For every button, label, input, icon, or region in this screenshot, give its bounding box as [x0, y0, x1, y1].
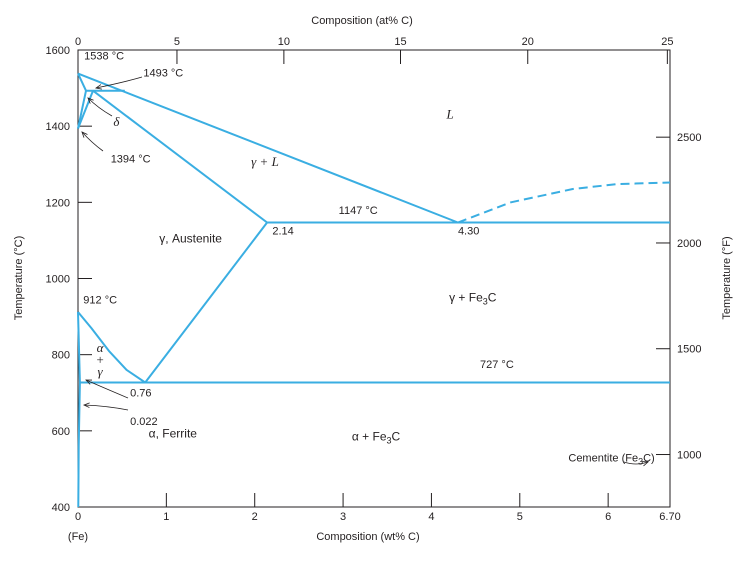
leader-cementite: [623, 461, 649, 465]
region-label: α + Fe3C: [352, 429, 401, 445]
top-tick-label: 10: [278, 36, 290, 48]
bottom-tick-label: 0: [75, 511, 81, 523]
alpha-gamma-label: α: [97, 340, 105, 355]
region-label: γ, Austenite: [159, 231, 222, 245]
right-axis-title: Temperature (°F): [721, 236, 733, 319]
phase-boundary: [92, 89, 268, 224]
region-label: L: [445, 107, 453, 122]
leader-1493: [95, 76, 143, 89]
annotation-label: 727 °C: [480, 359, 514, 371]
region-label: α, Ferrite: [149, 427, 198, 441]
region-label: γ + L: [251, 154, 279, 169]
left-tick-label: 1200: [46, 197, 70, 209]
top-tick-label: 20: [522, 36, 534, 48]
region-label: γ + Fe3C: [449, 290, 497, 306]
left-tick-label: 400: [52, 502, 70, 514]
right-tick-label: 1000: [677, 450, 701, 462]
top-tick-label: 25: [661, 36, 673, 48]
region-label-rest: C: [392, 429, 401, 443]
phase-boundary: [77, 72, 459, 224]
alpha-gamma-label: γ: [97, 364, 103, 379]
top-tick-label: 5: [174, 36, 180, 48]
bottom-tick-label: 4: [428, 511, 434, 523]
leader-1394: [81, 131, 104, 152]
leader-076: [85, 379, 129, 399]
phase-boundary: [77, 311, 146, 384]
leader-cementite-head: [641, 461, 649, 467]
alpha-gamma-label: +: [96, 352, 105, 367]
annotation-label: 2.14: [272, 226, 293, 238]
annotation-label: Cementite (Fe3C): [568, 452, 654, 466]
annotation-label: 4.30: [458, 226, 479, 238]
phase-boundary: [77, 311, 81, 383]
left-tick-label: 1400: [46, 121, 70, 133]
phase-boundary: [77, 90, 87, 129]
leader-076-head: [85, 379, 93, 385]
right-tick-label: 2500: [677, 132, 701, 144]
annotation-label: 1394 °C: [111, 153, 151, 165]
phase-boundary: [77, 90, 94, 129]
top-axis-title: Composition (at% C): [311, 15, 412, 27]
leader-1394-head: [81, 131, 88, 138]
bottom-tick-label: 3: [340, 511, 346, 523]
phase-boundary-dashed: [457, 181, 671, 224]
bottom-tick-label: 6: [605, 511, 611, 523]
bottom-iron-label: (Fe): [68, 531, 88, 543]
subscript: 3: [387, 435, 392, 445]
leader-0022: [83, 404, 129, 411]
annotation-label: 1493 °C: [143, 68, 183, 80]
bottom-tick-label: 6.70: [659, 511, 680, 523]
annotation-rest: C): [643, 452, 655, 464]
leader-delta-head: [87, 97, 94, 104]
bottom-tick-label: 5: [517, 511, 523, 523]
top-tick-label: 15: [394, 36, 406, 48]
bottom-axis-title: Composition (wt% C): [316, 531, 419, 543]
left-tick-label: 1600: [46, 45, 70, 57]
right-tick-label: 1500: [677, 344, 701, 356]
leader-delta: [87, 97, 113, 117]
left-axis-title: Temperature (°C): [13, 236, 25, 320]
annotation-label: δ: [113, 114, 120, 129]
subscript: 3: [638, 456, 643, 466]
leader-0022-head: [82, 402, 90, 408]
subscript: 3: [483, 296, 488, 306]
annotation-label: 912 °C: [83, 294, 117, 306]
left-tick-label: 1000: [46, 274, 70, 286]
annotation-label: 1538 °C: [84, 51, 124, 63]
bottom-tick-label: 1: [163, 511, 169, 523]
region-label-rest: C: [488, 290, 497, 304]
annotation-label: 0.022: [130, 416, 158, 428]
phase-boundary: [144, 221, 268, 384]
bottom-tick-label: 2: [252, 511, 258, 523]
top-tick-label: 0: [75, 36, 81, 48]
left-tick-label: 800: [52, 350, 70, 362]
right-tick-label: 2000: [677, 238, 701, 250]
annotation-label: 0.76: [130, 388, 151, 400]
left-tick-label: 600: [52, 426, 70, 438]
phase-boundary: [77, 382, 81, 508]
leader-1493-head: [94, 84, 102, 90]
annotation-label: 1147 °C: [339, 205, 378, 217]
